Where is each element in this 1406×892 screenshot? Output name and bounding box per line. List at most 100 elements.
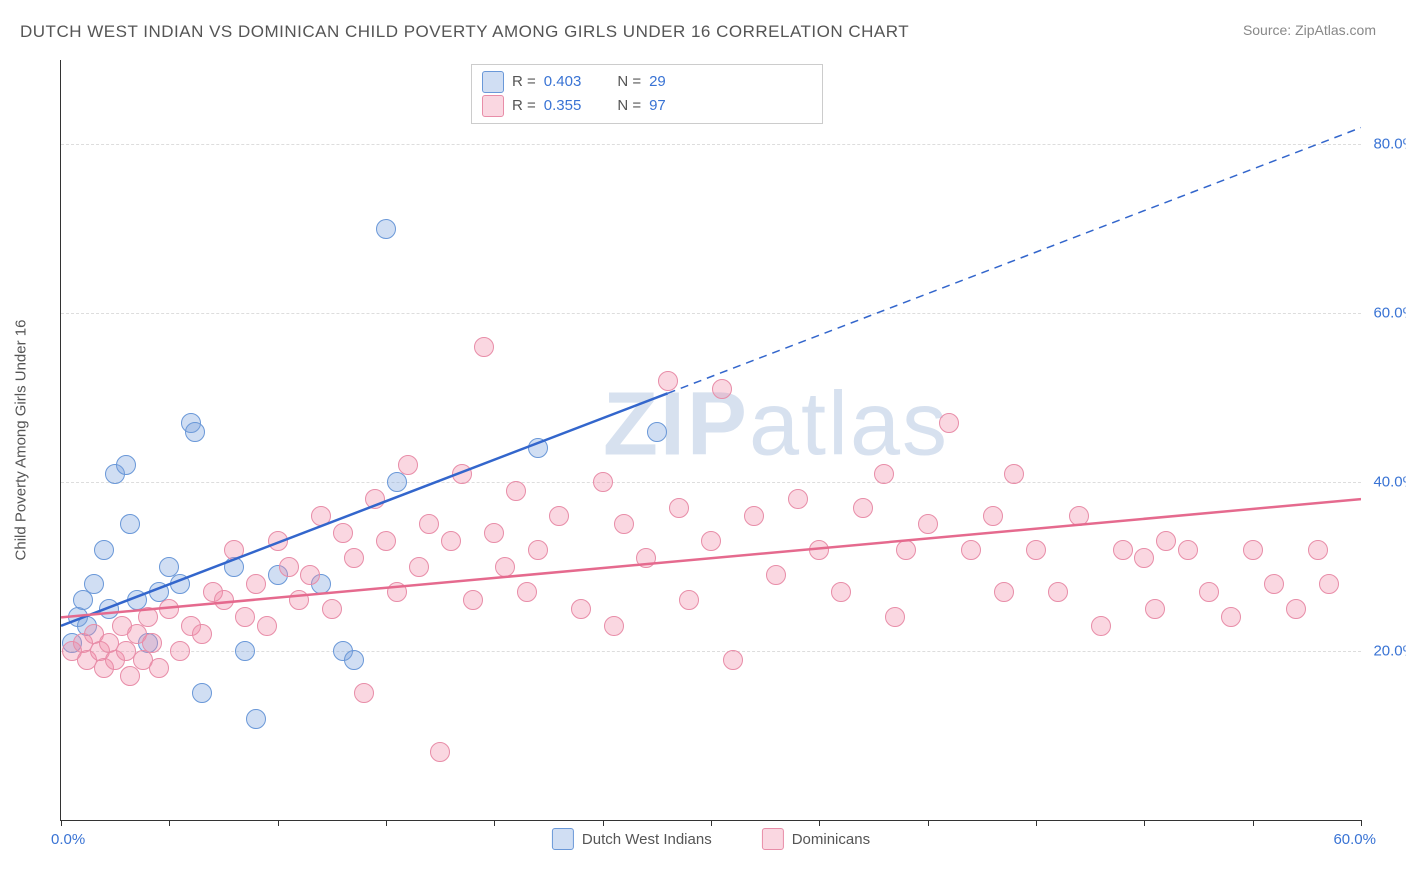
data-point bbox=[918, 514, 938, 534]
chart-title: DUTCH WEST INDIAN VS DOMINICAN CHILD POV… bbox=[20, 22, 909, 42]
data-point bbox=[723, 650, 743, 670]
x-axis-min-label: 0.0% bbox=[51, 831, 85, 848]
data-point bbox=[528, 540, 548, 560]
data-point bbox=[614, 514, 634, 534]
x-tick-mark bbox=[928, 820, 929, 826]
data-point bbox=[766, 565, 786, 585]
series-name: Dutch West Indians bbox=[582, 831, 712, 848]
x-tick-mark bbox=[1036, 820, 1037, 826]
x-tick-mark bbox=[169, 820, 170, 826]
gridline bbox=[61, 313, 1361, 314]
data-point bbox=[344, 650, 364, 670]
data-point bbox=[506, 481, 526, 501]
y-tick-label: 20.0% bbox=[1373, 643, 1406, 660]
data-point bbox=[853, 498, 873, 518]
data-point bbox=[333, 523, 353, 543]
data-point bbox=[831, 582, 851, 602]
data-point bbox=[452, 464, 472, 484]
data-point bbox=[142, 633, 162, 653]
gridline bbox=[61, 482, 1361, 483]
data-point bbox=[322, 599, 342, 619]
data-point bbox=[463, 590, 483, 610]
data-point bbox=[365, 489, 385, 509]
x-tick-mark bbox=[711, 820, 712, 826]
x-tick-mark bbox=[819, 820, 820, 826]
data-point bbox=[961, 540, 981, 560]
data-point bbox=[517, 582, 537, 602]
series-legend: Dutch West Indians Dominicans bbox=[552, 828, 870, 850]
y-axis-label: Child Poverty Among Girls Under 16 bbox=[13, 320, 30, 561]
data-point bbox=[593, 472, 613, 492]
data-point bbox=[528, 438, 548, 458]
n-value: 97 bbox=[649, 94, 666, 118]
source-attribution: Source: ZipAtlas.com bbox=[1243, 22, 1376, 38]
data-point bbox=[246, 574, 266, 594]
trend-lines bbox=[61, 60, 1361, 820]
data-point bbox=[495, 557, 515, 577]
data-point bbox=[235, 607, 255, 627]
x-tick-mark bbox=[278, 820, 279, 826]
data-point bbox=[409, 557, 429, 577]
data-point bbox=[224, 540, 244, 560]
data-point bbox=[116, 455, 136, 475]
data-point bbox=[701, 531, 721, 551]
data-point bbox=[430, 742, 450, 762]
data-point bbox=[647, 422, 667, 442]
data-point bbox=[1134, 548, 1154, 568]
data-point bbox=[279, 557, 299, 577]
data-point bbox=[120, 514, 140, 534]
data-point bbox=[1199, 582, 1219, 602]
data-point bbox=[149, 658, 169, 678]
data-point bbox=[571, 599, 591, 619]
data-point bbox=[939, 413, 959, 433]
trend-line-solid bbox=[61, 499, 1361, 617]
data-point bbox=[1319, 574, 1339, 594]
data-point bbox=[1156, 531, 1176, 551]
data-point bbox=[376, 531, 396, 551]
y-tick-label: 60.0% bbox=[1373, 305, 1406, 322]
data-point bbox=[192, 683, 212, 703]
data-point bbox=[712, 379, 732, 399]
gridline bbox=[61, 144, 1361, 145]
data-point bbox=[268, 531, 288, 551]
r-label: R = bbox=[512, 94, 536, 118]
data-point bbox=[1026, 540, 1046, 560]
data-point bbox=[120, 666, 140, 686]
r-value: 0.403 bbox=[544, 70, 582, 94]
data-point bbox=[604, 616, 624, 636]
x-tick-mark bbox=[1361, 820, 1362, 826]
legend-item: Dominicans bbox=[762, 828, 870, 850]
n-label: N = bbox=[617, 94, 641, 118]
data-point bbox=[170, 641, 190, 661]
y-tick-label: 40.0% bbox=[1373, 474, 1406, 491]
data-point bbox=[235, 641, 255, 661]
n-label: N = bbox=[617, 70, 641, 94]
data-point bbox=[1113, 540, 1133, 560]
data-point bbox=[376, 219, 396, 239]
data-point bbox=[1048, 582, 1068, 602]
data-point bbox=[1178, 540, 1198, 560]
data-point bbox=[387, 472, 407, 492]
data-point bbox=[658, 371, 678, 391]
data-point bbox=[983, 506, 1003, 526]
data-point bbox=[94, 540, 114, 560]
data-point bbox=[1221, 607, 1241, 627]
data-point bbox=[1004, 464, 1024, 484]
data-point bbox=[354, 683, 374, 703]
trend-line-dashed bbox=[668, 128, 1361, 394]
watermark-rest: atlas bbox=[749, 374, 949, 474]
data-point bbox=[484, 523, 504, 543]
data-point bbox=[994, 582, 1014, 602]
y-tick-label: 80.0% bbox=[1373, 136, 1406, 153]
series-swatch bbox=[482, 71, 504, 93]
series-swatch bbox=[482, 95, 504, 117]
data-point bbox=[1308, 540, 1328, 560]
data-point bbox=[809, 540, 829, 560]
data-point bbox=[679, 590, 699, 610]
correlation-row: R = 0.403N = 29 bbox=[482, 70, 812, 94]
data-point bbox=[257, 616, 277, 636]
series-swatch bbox=[552, 828, 574, 850]
data-point bbox=[311, 506, 331, 526]
data-point bbox=[246, 709, 266, 729]
x-tick-mark bbox=[603, 820, 604, 826]
